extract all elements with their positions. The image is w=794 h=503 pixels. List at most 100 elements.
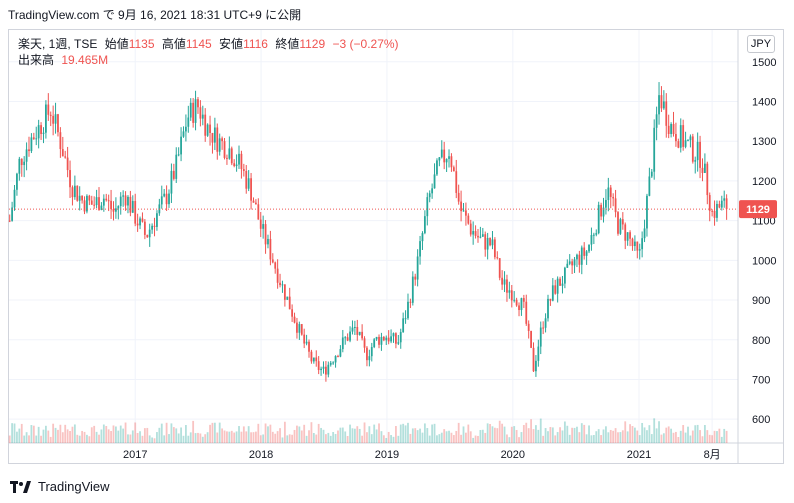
volume-bar	[665, 427, 668, 443]
candle-body	[667, 125, 670, 134]
volume-bar	[414, 428, 417, 443]
low-value: 1116	[243, 37, 268, 51]
candle-body	[262, 224, 265, 229]
candle-body	[501, 277, 504, 285]
candle-body	[59, 132, 62, 150]
candle-body	[691, 136, 694, 162]
volume-bar	[691, 430, 694, 443]
candle-body	[411, 276, 414, 303]
candle-body	[421, 233, 424, 242]
volume-bar	[242, 426, 245, 443]
candle-body	[216, 127, 219, 152]
candle-body	[612, 196, 615, 199]
volume-bar	[337, 430, 339, 443]
close-value: 1129	[299, 37, 326, 51]
candle-body	[407, 301, 409, 319]
volume-bar	[580, 423, 583, 443]
x-tick-label: 8月	[704, 449, 721, 461]
volume-bar	[356, 426, 359, 443]
candle-body	[493, 239, 496, 258]
currency-button[interactable]: JPY	[747, 35, 775, 53]
candle-body	[255, 202, 257, 205]
volume-bar	[506, 434, 508, 443]
candle-body	[339, 349, 342, 357]
candle-body	[209, 124, 211, 133]
candle-body	[588, 244, 590, 252]
volume-bar	[397, 435, 400, 443]
candle-body	[481, 234, 484, 237]
volume-bar	[25, 432, 28, 443]
volume-bar	[291, 434, 294, 443]
candle-body	[187, 117, 190, 127]
candle-body	[168, 193, 170, 205]
volume-bar	[445, 431, 448, 443]
volume-bar	[530, 419, 532, 443]
volume-bar	[395, 425, 397, 443]
volume-bar	[725, 430, 728, 443]
y-tick-label: 700	[752, 374, 770, 386]
volume-bar	[720, 436, 723, 443]
candle-body	[539, 327, 542, 347]
volume-bar	[573, 427, 576, 443]
volume-bar	[175, 428, 178, 443]
candle-body	[213, 127, 216, 143]
volume-bar	[508, 437, 511, 443]
volume-bar	[450, 432, 453, 443]
candle-body	[143, 221, 146, 235]
candle-body	[621, 219, 624, 225]
candle-body	[226, 157, 228, 159]
volume-bar	[566, 425, 569, 443]
candle-body	[115, 208, 117, 212]
volume-bar	[288, 434, 291, 443]
volume-bar	[257, 423, 260, 443]
candle-body	[404, 318, 407, 320]
candle-body	[711, 210, 714, 212]
volume-bar	[525, 422, 528, 443]
candle-body	[665, 101, 668, 126]
volume-bar	[76, 434, 79, 443]
candle-body	[180, 136, 182, 155]
volume-bar	[617, 432, 619, 443]
volume-bar	[532, 429, 535, 443]
y-tick-label: 1000	[752, 255, 776, 267]
candle-body	[281, 284, 284, 286]
volume-bar	[477, 435, 479, 443]
volume-bar	[440, 432, 443, 443]
candle-body	[561, 283, 564, 286]
candle-body	[44, 104, 47, 133]
volume-bar	[300, 430, 303, 443]
candle-body	[49, 114, 52, 116]
volume-bar	[83, 431, 86, 443]
candle-body	[276, 268, 279, 283]
volume-bar	[646, 430, 648, 443]
volume-bar	[211, 422, 214, 443]
candle-body	[337, 356, 339, 358]
candle-body	[672, 124, 675, 135]
candle-body	[619, 219, 622, 234]
volume-bar	[486, 423, 489, 443]
volume-bar	[165, 422, 168, 443]
volume-bar	[633, 427, 636, 443]
volume-bar	[636, 430, 639, 443]
volume-bar	[479, 429, 482, 443]
volume-bar	[561, 430, 564, 443]
candle-body	[436, 160, 438, 175]
volume-bar	[341, 427, 344, 443]
volume-bar	[723, 428, 726, 443]
volume-bar	[556, 432, 559, 443]
volume-bar	[105, 426, 108, 443]
last-price-marker	[739, 200, 777, 219]
volume-bar	[568, 434, 571, 443]
volume-bar	[491, 426, 494, 443]
volume-bar	[600, 435, 602, 443]
volume-bar	[293, 429, 296, 443]
candle-body	[223, 141, 226, 158]
candle-body	[472, 231, 475, 235]
volume-bar	[703, 425, 706, 443]
candle-body	[382, 336, 385, 341]
volume-bar	[380, 431, 383, 443]
volume-bar	[81, 430, 84, 443]
volume-bar	[605, 426, 607, 443]
candle-body	[477, 235, 479, 238]
